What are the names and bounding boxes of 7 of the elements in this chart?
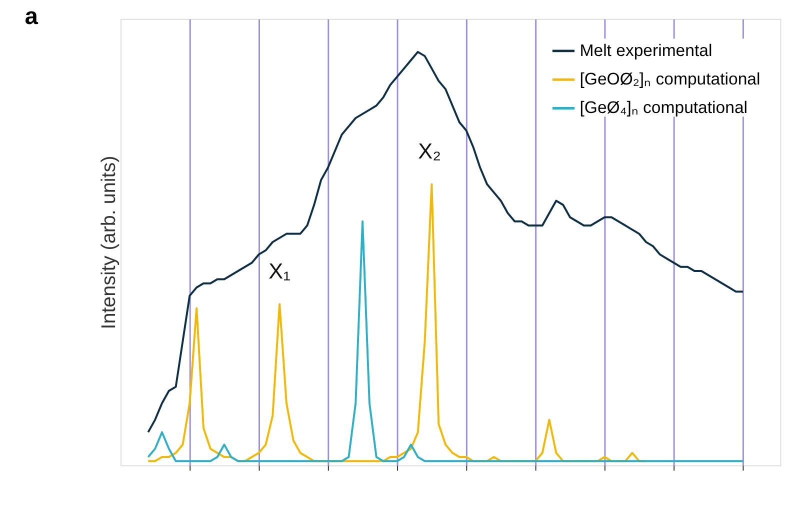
legend-label: [GeOØ₂]ₙ computational: [580, 70, 760, 89]
y-axis-title: Intensity (arb. units): [98, 156, 120, 330]
legend-label: [GeØ₄]ₙ computational: [580, 98, 748, 118]
chart-title: a: [24, 4, 39, 30]
annotation: X₂: [418, 138, 442, 164]
legend-label: Melt experimental: [580, 40, 712, 60]
annotation: X₁: [268, 258, 290, 284]
